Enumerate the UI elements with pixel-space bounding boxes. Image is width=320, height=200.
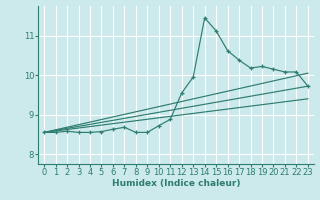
X-axis label: Humidex (Indice chaleur): Humidex (Indice chaleur) <box>112 179 240 188</box>
